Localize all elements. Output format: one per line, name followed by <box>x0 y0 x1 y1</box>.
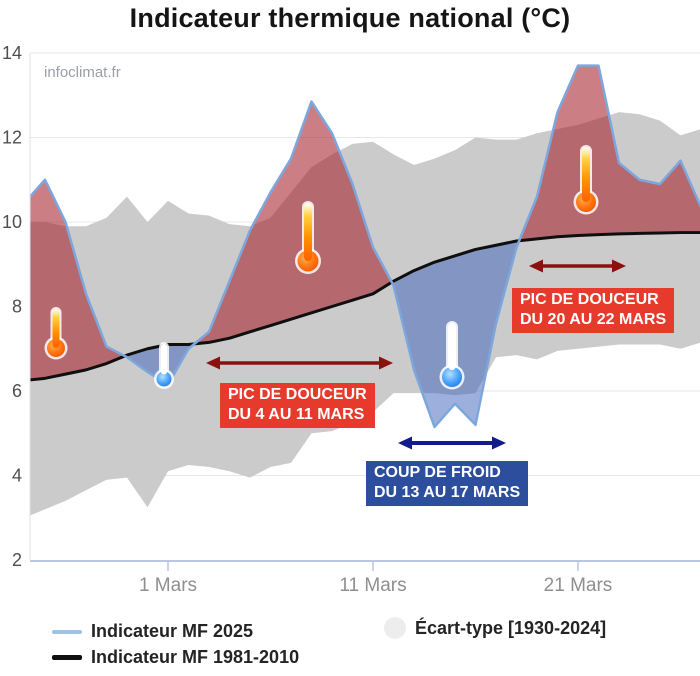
range-arrow-warm <box>529 259 626 273</box>
range-arrow-cold <box>398 436 506 450</box>
annotation-line: DU 20 AU 22 MARS <box>520 311 667 328</box>
y-axis-label: 2 <box>12 550 22 570</box>
page-title: Indicateur thermique national (°C) <box>129 3 571 33</box>
line-indicateur-1981-2010 <box>30 231 700 382</box>
annotation-line: COUP DE FROID <box>374 464 501 481</box>
y-axis-label: 14 <box>2 43 22 63</box>
annotation-line: DU 13 AU 17 MARS <box>374 484 521 501</box>
legend-label: Indicateur MF 1981-2010 <box>91 647 300 667</box>
thermometer-warm-icon <box>44 307 68 360</box>
annotation-pic-douceur-mars-4-11: PIC DE DOUCEUR DU 4 AU 11 MARS <box>220 383 375 428</box>
annotation-line: DU 4 AU 11 MARS <box>228 406 365 423</box>
watermark: infoclimat.fr <box>44 64 121 81</box>
y-axis-label: 4 <box>12 466 22 486</box>
legend-swatch-blue-line <box>52 629 82 634</box>
legend-swatch-black-line <box>52 655 82 660</box>
warm-anomaly-area <box>519 65 700 241</box>
x-axis-label: 1 Mars <box>139 575 197 596</box>
x-axis-label: 11 Mars <box>339 575 406 596</box>
annotation-line: PIC DE DOUCEUR <box>228 386 367 403</box>
legend-item-mf-1981-2010[interactable]: Indicateur MF 1981-2010 <box>52 647 299 668</box>
legend-swatch-gray-circle <box>384 617 406 639</box>
y-axis-label: 8 <box>12 297 22 317</box>
legend-label: Indicateur MF 2025 <box>91 621 254 641</box>
line-indicateur-2025 <box>30 64 700 429</box>
annotation-pic-douceur-mars-20-22: PIC DE DOUCEUR DU 20 AU 22 MARS <box>512 288 675 333</box>
thermometer-warm-icon <box>295 201 321 274</box>
thermometer-cold-icon <box>154 342 174 389</box>
thermometer-warm-icon <box>573 145 599 215</box>
thermometer-cold-icon <box>439 321 465 390</box>
y-axis-label: 12 <box>2 128 22 148</box>
x-axis-label: 21 Mars <box>544 575 613 596</box>
range-arrow-warm <box>206 356 393 370</box>
legend-item-ecart-type[interactable]: Écart-type [1930-2024] <box>384 617 606 639</box>
legend-item-mf-2025[interactable]: Indicateur MF 2025 <box>52 621 253 642</box>
legend-label: Écart-type [1930-2024] <box>415 617 607 638</box>
y-axis-label: 6 <box>12 381 22 401</box>
y-axis-label: 10 <box>2 212 22 232</box>
annotation-coup-de-froid-mars-13-17: COUP DE FROID DU 13 AU 17 MARS <box>366 461 529 506</box>
annotation-line: PIC DE DOUCEUR <box>520 291 659 308</box>
